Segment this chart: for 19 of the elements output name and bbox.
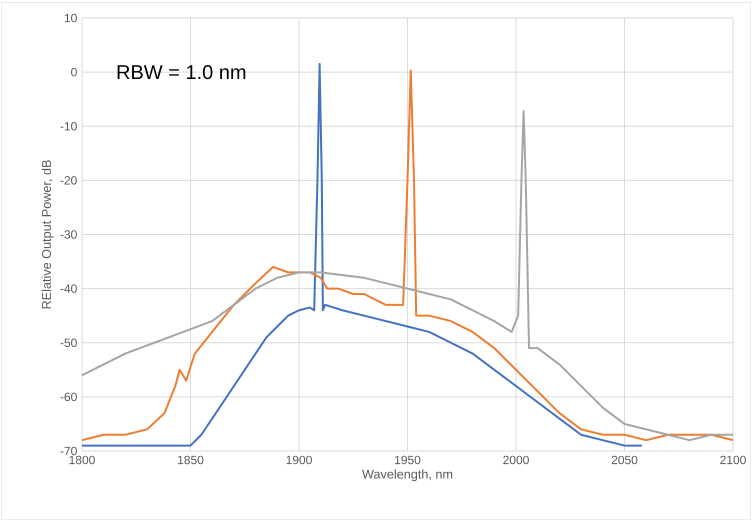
x-tick-label: 2050 xyxy=(612,456,638,464)
y-axis-title: RElative Output Power, dB xyxy=(42,160,54,308)
y-tick-label: 0 xyxy=(71,68,77,76)
y-tick-label: -40 xyxy=(60,284,77,293)
x-tick-label: 1950 xyxy=(395,456,420,464)
y-tick-label: -10 xyxy=(60,122,77,131)
x-axis-title: Wavelength, nm xyxy=(362,469,452,482)
y-tick-label: -70 xyxy=(60,446,77,456)
y-tick-label: -50 xyxy=(60,338,77,347)
annotation: RBW = 1.0 nm xyxy=(118,65,246,80)
x-tick-label: 1850 xyxy=(178,456,204,464)
y-tick-label: -30 xyxy=(60,230,77,239)
x-tick-label: 2100 xyxy=(720,456,746,464)
y-tick-label: 10 xyxy=(64,14,77,22)
x-tick-label: 2000 xyxy=(503,456,529,464)
y-tick-label: -20 xyxy=(60,176,77,185)
x-tick-label: 1900 xyxy=(286,456,312,464)
y-tick-label: -60 xyxy=(60,392,77,402)
x-tick-label: 1800 xyxy=(70,456,95,464)
